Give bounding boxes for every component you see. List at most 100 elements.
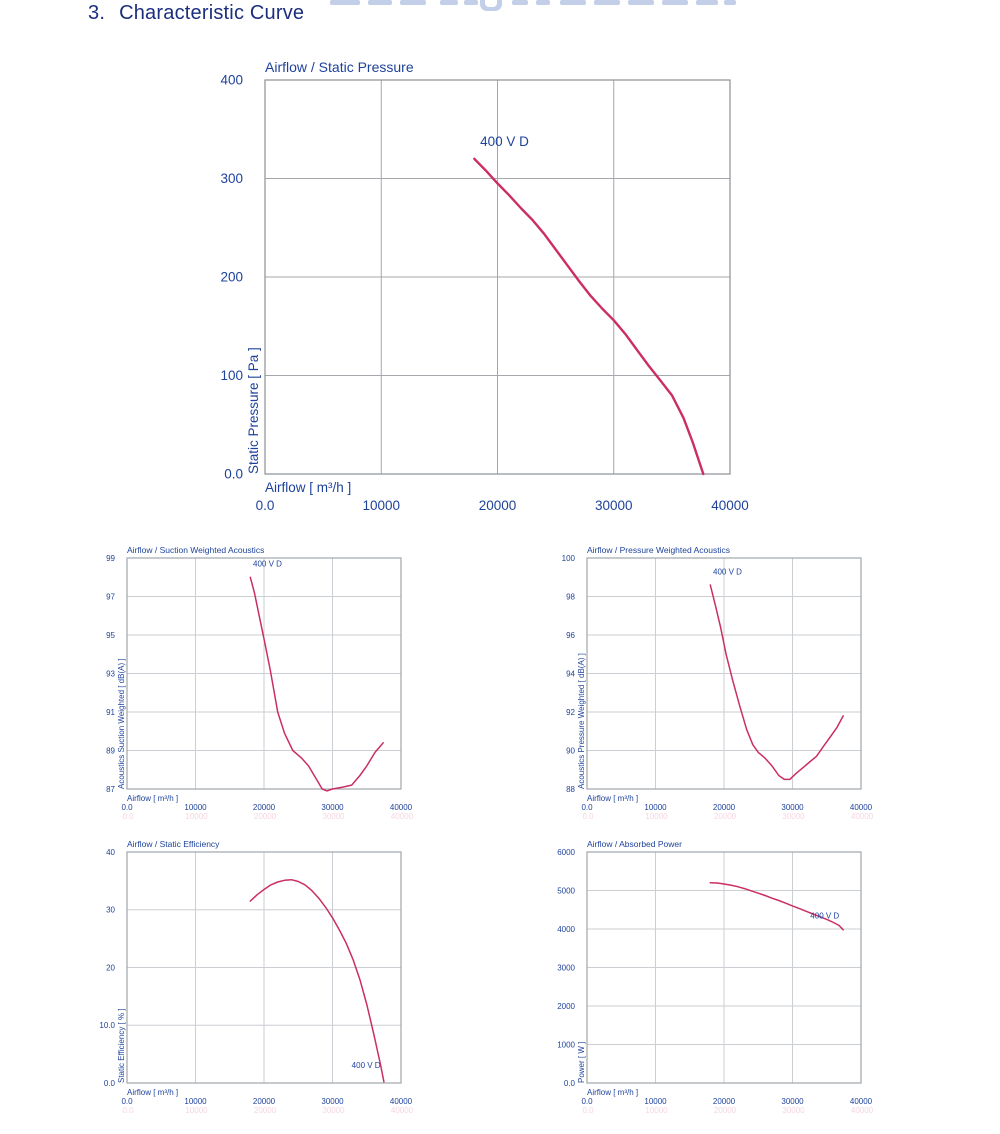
y-axis-label: Static Pressure [ Pa ] [246,347,261,474]
ghost-x-tick-label: 0.0 [582,1106,594,1115]
ghost-x-tick-label: 10000 [645,812,668,821]
x-tick-label: 10000 [644,803,667,812]
x-tick-label: 40000 [390,803,413,812]
ghost-x-tick-label: 40000 [851,1106,874,1115]
y-tick-label: 1000 [557,1040,575,1049]
series-label: 400 V D [352,1061,381,1070]
x-tick-label: 30000 [781,1097,804,1106]
series-label: 400 V D [713,567,742,576]
x-tick-label: 20000 [253,1097,276,1106]
y-tick-label: 88 [566,785,575,794]
ghost-x-tick-label: 20000 [714,812,737,821]
y-tick-label: 100 [562,554,576,563]
y-tick-label: 97 [106,592,115,601]
y-tick-label: 2000 [557,1002,575,1011]
y-tick-label: 200 [220,270,243,285]
y-tick-label: 4000 [557,925,575,934]
series-label: 400 V D [253,560,282,569]
y-tick-label: 100 [220,368,243,383]
x-axis-label: Airflow [ m³/h ] [127,794,178,803]
y-axis-label: Acoustics Pressure Weighted [ dB(A) ] [577,653,586,789]
y-tick-label: 90 [566,746,575,755]
y-tick-label: 87 [106,785,115,794]
y-tick-label: 92 [566,708,575,717]
plot-border [126,557,402,790]
y-axis-label: Acoustics Suction Weighted [ dB(A) ] [117,658,126,789]
chart-airflow-suction-weighted-acoustics: Airflow / Suction Weighted Acoustics 99 97… [75,540,420,840]
y-tick-label: 10.0 [99,1021,115,1030]
x-tick-label: 30000 [321,1097,344,1106]
page-title-text: Characteristic Curve [119,2,305,24]
ghost-x-tick-label: 30000 [322,1106,345,1115]
x-axis-label: Airflow [ m³/h ] [587,794,638,803]
y-tick-label: 5000 [557,886,575,895]
x-tick-label: 40000 [850,803,873,812]
x-tick-label: 0.0 [581,803,593,812]
ghost-x-tick-label: 10000 [185,1106,208,1115]
chart-title: Airflow / Suction Weighted Acoustics [127,545,264,555]
y-tick-label: 99 [106,554,115,563]
y-tick-label: 98 [566,592,575,601]
x-tick-label: 40000 [850,1097,873,1106]
series-label: 400 V D [810,912,839,921]
x-tick-label: 10000 [644,1097,667,1106]
y-tick-label: 0.0 [564,1079,576,1088]
y-tick-label: 91 [106,708,115,717]
x-tick-label: 10000 [184,1097,207,1106]
y-tick-label: 20 [106,963,115,972]
x-tick-label: 40000 [711,498,749,513]
plot-border [126,851,402,1084]
x-tick-label: 30000 [781,803,804,812]
watermark-letter-bottoms [330,0,736,11]
chart-airflow-pressure-weighted-acoustics: Airflow / Pressure Weighted Acoustics 100… [535,540,880,840]
y-tick-label: 96 [566,631,575,640]
plot-border [586,851,862,1084]
x-tick-label: 20000 [479,498,517,513]
ghost-x-tick-label: 30000 [322,812,345,821]
ghost-x-tick-label: 40000 [391,812,414,821]
x-axis-label: Airflow [ m³/h ] [587,1088,638,1097]
x-tick-label: 20000 [713,803,736,812]
chart-svg-airflow-pressure-weighted-acoustics: Airflow / Pressure Weighted Acoustics 100… [562,545,874,821]
ghost-x-tick-label: 30000 [782,1106,805,1115]
chart-airflow-static-pressure: Airflow / Static Pressure 400 300 200 100 0.0… [190,50,805,533]
x-tick-label: 0.0 [256,498,275,513]
ghost-x-tick-label: 30000 [782,812,805,821]
chart-airflow-absorbed-power: Airflow / Absorbed Power 6000 5000 4000 3000… [535,834,880,1134]
chart-airflow-static-efficiency: Airflow / Static Efficiency 40 30 20 10.0 0.0… [75,834,420,1134]
y-tick-label: 94 [566,669,575,678]
page-title: 3. Characteristic Curve [88,2,304,25]
plot-border [264,79,731,475]
curve-400vd [473,157,705,476]
x-tick-label: 30000 [595,498,633,513]
x-tick-label: 20000 [253,803,276,812]
ghost-x-tick-label: 20000 [254,812,277,821]
x-tick-label: 0.0 [121,803,133,812]
chart-title: Airflow / Static Efficiency [127,839,220,849]
x-tick-label: 10000 [362,498,400,513]
chart-svg-airflow-static-efficiency: Airflow / Static Efficiency 40 30 20 10.0 0.0… [99,839,414,1115]
x-tick-label: 10000 [184,803,207,812]
curve-400vd [709,584,844,781]
watermark-fragment [330,0,736,11]
y-axis-label: Static Efficiency [ % ] [117,1008,126,1083]
y-tick-label: 30 [106,906,115,915]
chart-title: Airflow / Absorbed Power [587,839,682,849]
y-tick-label: 6000 [557,848,575,857]
y-tick-label: 300 [220,171,243,186]
ghost-x-tick-label: 10000 [645,1106,668,1115]
curve-400vd [249,576,384,792]
ghost-x-tick-label: 0.0 [122,1106,134,1115]
x-tick-label: 0.0 [581,1097,593,1106]
y-axis-label: Power [ W ] [577,1042,586,1083]
curve-400vd [249,878,385,1083]
ghost-x-tick-label: 40000 [851,812,874,821]
chart-title: Airflow / Static Pressure [265,59,414,75]
y-tick-label: 93 [106,669,115,678]
x-axis-label: Airflow [ m³/h ] [265,480,351,495]
series-label: 400 V D [480,134,529,149]
ghost-x-tick-label: 40000 [391,1106,414,1115]
chart-svg-airflow-static-pressure: Airflow / Static Pressure 400 300 200 100 0.0… [220,59,749,513]
curve-400vd [709,882,844,931]
chart-title: Airflow / Pressure Weighted Acoustics [587,545,730,555]
